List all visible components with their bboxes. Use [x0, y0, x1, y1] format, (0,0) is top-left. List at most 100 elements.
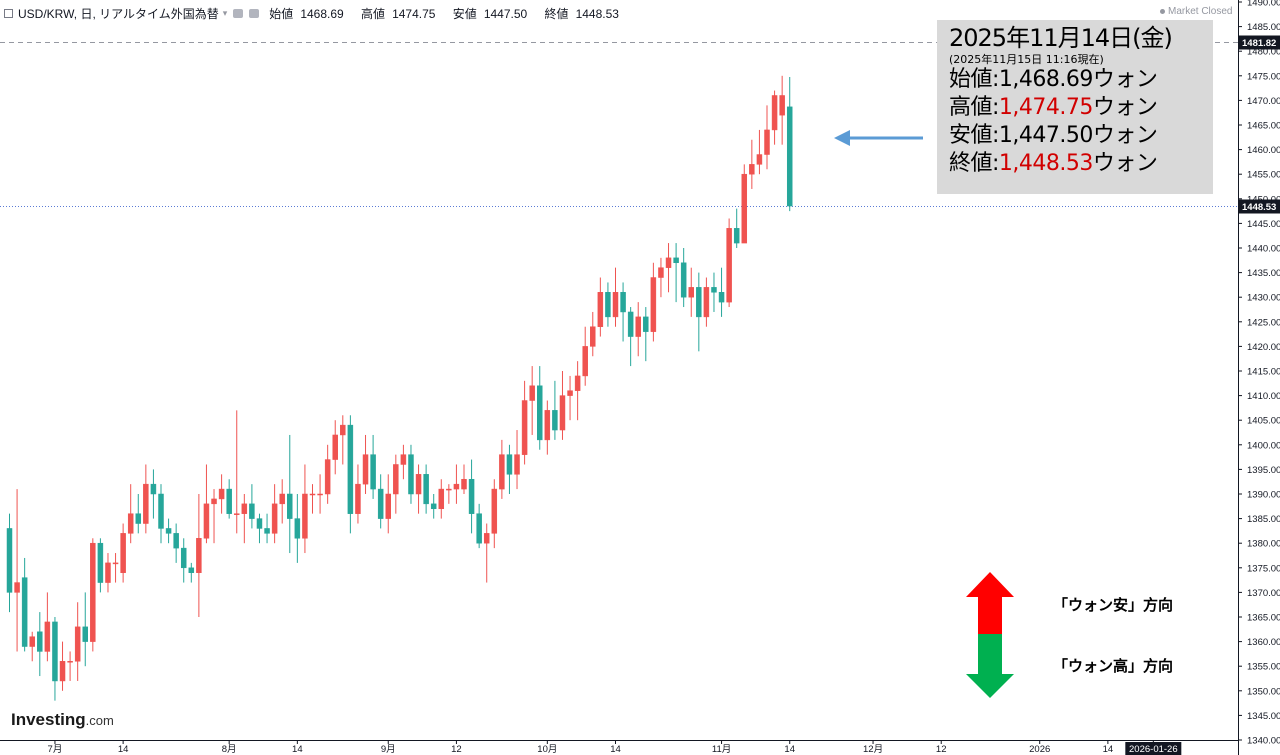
- candle-body: [218, 488, 225, 500]
- candle-body: [544, 410, 551, 441]
- candle-body: [196, 538, 202, 573]
- candle-body: [67, 661, 73, 663]
- candle-body: [324, 459, 331, 495]
- y-tick-label: 1490.00: [1247, 0, 1280, 9]
- y-tick-label: 1445.00: [1247, 219, 1280, 230]
- x-tick-label: 2026-01-26: [1129, 744, 1178, 755]
- candle-body: [430, 503, 437, 510]
- candle-body: [120, 533, 126, 573]
- x-tick-label: 14: [784, 744, 795, 755]
- candle-body: [158, 493, 164, 529]
- candle-body: [37, 631, 43, 652]
- info-row-value: 1,468.69: [998, 67, 1093, 92]
- candle-body: [256, 518, 263, 529]
- candle-body: [635, 316, 641, 337]
- x-tick-label: 14: [292, 744, 303, 755]
- candle-body: [620, 292, 626, 313]
- candle-body: [340, 424, 346, 436]
- direction-arrows: [966, 572, 1014, 698]
- y-tick-label: 1480.00: [1247, 47, 1280, 58]
- candle-body: [21, 577, 28, 647]
- candle-body: [362, 454, 369, 485]
- candle-body: [82, 626, 88, 642]
- candle-body: [135, 513, 142, 524]
- info-row: 始値:1,468.69ウォン: [949, 66, 1213, 94]
- y-tick-label: 1415.00: [1247, 367, 1280, 378]
- candle-body: [29, 636, 35, 647]
- candle-body: [574, 375, 581, 391]
- candle-body: [461, 478, 467, 490]
- candle-body: [355, 483, 361, 514]
- candle-body: [385, 493, 391, 519]
- status-dot-icon: [1160, 8, 1165, 14]
- candle-body: [749, 164, 755, 175]
- info-asof: (2025年11月15日 11:16現在): [949, 53, 1104, 66]
- candle-body: [552, 410, 558, 431]
- candle-body: [605, 292, 611, 318]
- symbol-title[interactable]: USD/KRW, 日, リアルタイム外国為替: [18, 7, 219, 21]
- x-tick-label: 14: [118, 744, 129, 755]
- candle-body: [726, 228, 732, 303]
- info-row-unit: ウォン: [1092, 151, 1158, 176]
- candle-body: [127, 513, 134, 534]
- x-tick-label: 7月: [48, 744, 63, 755]
- settings-icon[interactable]: [249, 9, 260, 18]
- info-row-unit: ウォン: [1092, 67, 1158, 92]
- candle-body: [423, 474, 429, 505]
- pointer-arrow-head: [834, 130, 850, 146]
- candle-body: [491, 488, 498, 534]
- candle-body: [302, 493, 308, 539]
- up-arrow-icon: [966, 572, 1014, 634]
- ohlc-high: 高値 1474.75: [361, 7, 436, 21]
- y-tick-label: 1350.00: [1247, 686, 1280, 697]
- candle-body: [105, 562, 111, 583]
- candle-body: [506, 454, 513, 475]
- candle-body: [643, 316, 649, 332]
- ohlc-info-box: 2025年11月14日(金) (2025年11月15日 11:16現在) 始値:…: [937, 20, 1213, 194]
- candle-body: [165, 528, 172, 534]
- candle-body: [537, 385, 543, 441]
- market-status: Market Closed: [1160, 6, 1232, 17]
- x-tick-label: 2026: [1029, 744, 1050, 755]
- price-label: 1448.53: [1242, 202, 1276, 213]
- candle-body: [499, 454, 505, 490]
- info-row: 安値:1,447.50ウォン: [949, 122, 1213, 150]
- x-tick-label: 14: [610, 744, 621, 755]
- candle-body: [74, 626, 81, 662]
- y-tick-label: 1380.00: [1247, 539, 1280, 550]
- y-tick-label: 1475.00: [1247, 71, 1280, 82]
- candle-body: [779, 95, 785, 116]
- ohlc-open: 始値 1468.69: [269, 7, 344, 21]
- candle-body: [438, 488, 445, 510]
- candle-body: [453, 483, 460, 490]
- y-tick-label: 1375.00: [1247, 563, 1280, 574]
- candle-body: [514, 454, 520, 475]
- x-tick-label: 12: [936, 744, 947, 755]
- candle-body: [567, 390, 573, 396]
- info-row-value: 1,474.75: [998, 95, 1093, 120]
- info-date: 2025年11月14日(金): [949, 24, 1173, 52]
- info-row: 高値:1,474.75ウォン: [949, 94, 1213, 122]
- candle-body: [14, 582, 20, 593]
- chevron-down-icon[interactable]: ▾: [222, 8, 228, 18]
- x-tick-label: 8月: [222, 744, 237, 755]
- price-label-bg: [1239, 199, 1280, 214]
- eye-icon[interactable]: [233, 9, 244, 18]
- collapse-icon[interactable]: [4, 9, 13, 18]
- candle-body: [703, 287, 710, 318]
- y-tick-label: 1340.00: [1247, 736, 1280, 747]
- y-tick-label: 1465.00: [1247, 121, 1280, 132]
- candle-body: [529, 385, 535, 401]
- candle-body: [309, 493, 316, 496]
- candle-body: [112, 562, 119, 565]
- y-tick-label: 1395.00: [1247, 465, 1280, 476]
- investing-logo: Investing.com: [11, 710, 114, 729]
- candle-body: [741, 173, 748, 244]
- price-label: 1481.82: [1242, 38, 1276, 49]
- y-tick-label: 1390.00: [1247, 490, 1280, 501]
- y-tick-label: 1425.00: [1247, 317, 1280, 328]
- candle-body: [52, 621, 58, 682]
- candle-body: [446, 488, 452, 491]
- candle-body: [211, 498, 217, 505]
